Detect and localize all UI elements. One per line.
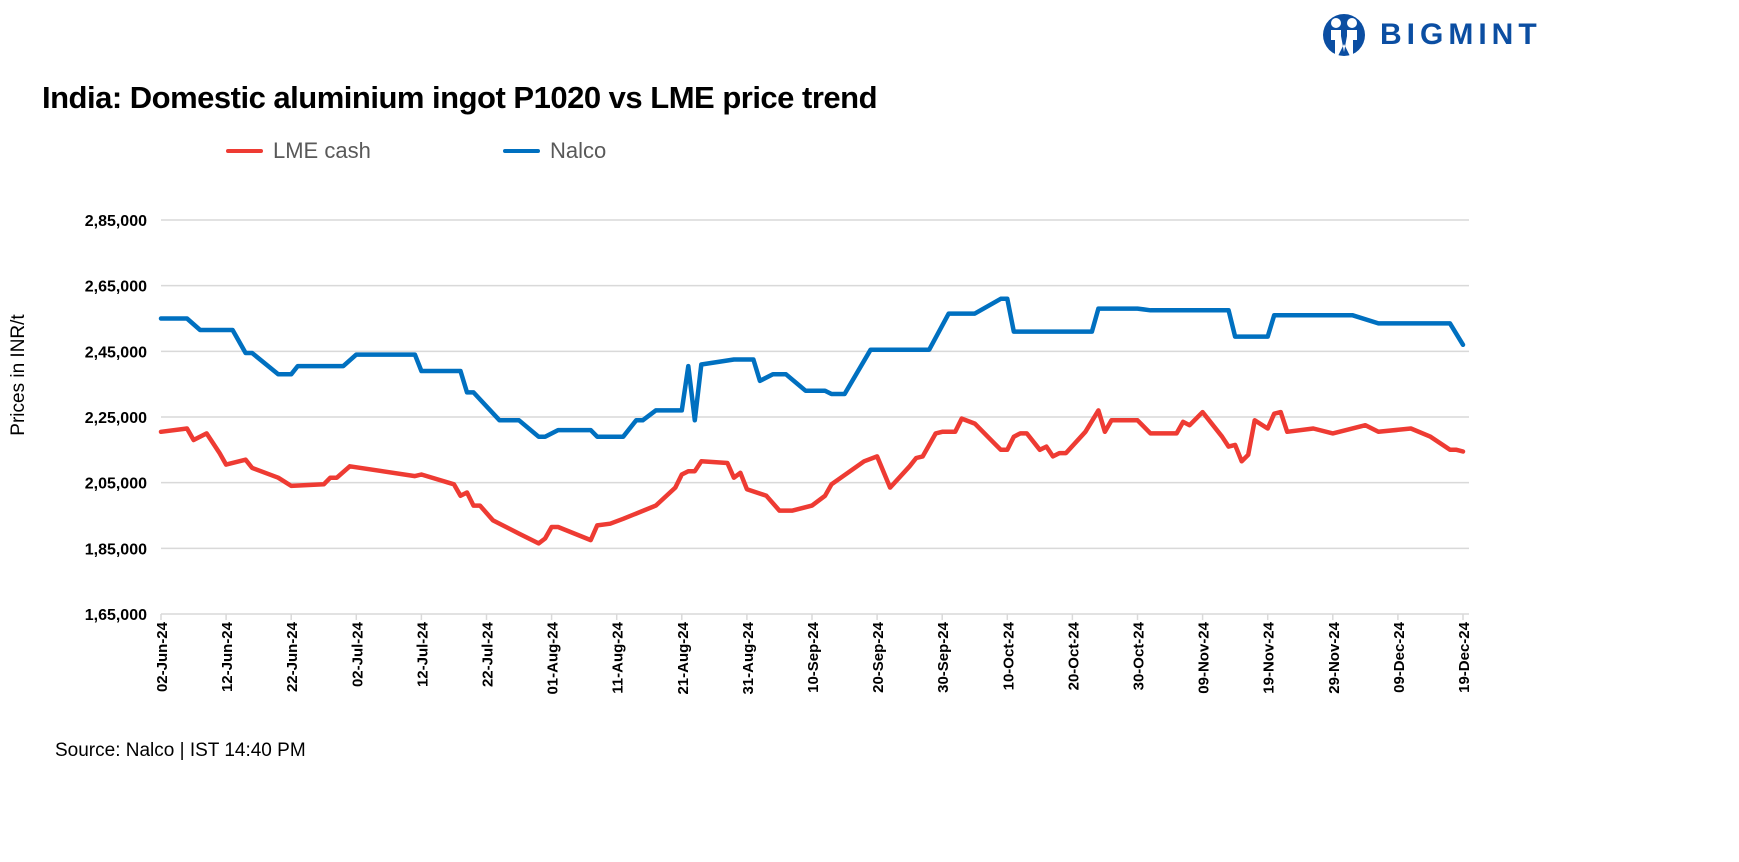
y-tick-label: 2,65,000 bbox=[85, 279, 147, 296]
x-tick-label: 20-Oct-24 bbox=[1065, 621, 1082, 690]
logo-mark-icon bbox=[1323, 14, 1365, 56]
legend-item-lme-cash: LME cash bbox=[226, 138, 371, 164]
bigmint-logo: BIGMINT bbox=[1322, 12, 1542, 58]
x-tick-label: 19-Dec-24 bbox=[1456, 621, 1473, 693]
legend-label: Nalco bbox=[550, 138, 607, 163]
x-tick-label: 31-Aug-24 bbox=[740, 621, 757, 694]
y-tick-label: 2,45,000 bbox=[85, 344, 147, 361]
y-tick-label: 1,65,000 bbox=[85, 607, 147, 624]
x-tick-label: 09-Dec-24 bbox=[1391, 621, 1408, 693]
legend-label: LME cash bbox=[273, 138, 371, 163]
x-tick-label: 12-Jun-24 bbox=[219, 621, 236, 692]
x-tick-label: 30-Sep-24 bbox=[935, 621, 952, 693]
y-tick-label: 2,05,000 bbox=[85, 476, 147, 493]
x-tick-label: 02-Jul-24 bbox=[349, 621, 366, 687]
y-tick-label: 2,25,000 bbox=[85, 410, 147, 427]
x-tick-label: 01-Aug-24 bbox=[545, 621, 562, 694]
x-tick-label: 12-Jul-24 bbox=[414, 621, 431, 687]
y-tick-label: 1,85,000 bbox=[85, 541, 147, 558]
y-axis-title: Prices in INR/t bbox=[8, 314, 29, 436]
legend-swatch-red bbox=[226, 149, 263, 153]
x-tick-label: 22-Jul-24 bbox=[480, 621, 497, 687]
legend-swatch-blue bbox=[503, 149, 540, 153]
series-line-lme-cash bbox=[158, 408, 1466, 546]
y-tick-label: 2,85,000 bbox=[85, 213, 147, 230]
x-tick-label: 02-Jun-24 bbox=[154, 621, 171, 692]
x-tick-label: 19-Nov-24 bbox=[1261, 621, 1278, 693]
x-tick-label: 29-Nov-24 bbox=[1326, 621, 1343, 693]
x-tick-label: 22-Jun-24 bbox=[284, 621, 301, 692]
legend-item-nalco: Nalco bbox=[503, 138, 606, 164]
x-tick-label: 09-Nov-24 bbox=[1196, 621, 1213, 693]
source-note: Source: Nalco | IST 14:40 PM bbox=[55, 740, 306, 761]
x-tick-label: 10-Oct-24 bbox=[1000, 621, 1017, 690]
x-tick-label: 10-Sep-24 bbox=[805, 621, 822, 693]
chart-title: India: Domestic aluminium ingot P1020 vs… bbox=[42, 80, 878, 115]
logo-text: BIGMINT bbox=[1380, 18, 1542, 51]
x-tick-label: 20-Sep-24 bbox=[870, 621, 887, 693]
series-line-nalco bbox=[158, 296, 1466, 439]
x-tick-label: 21-Aug-24 bbox=[675, 621, 692, 694]
x-tick-label: 30-Oct-24 bbox=[1131, 621, 1148, 690]
x-tick-label: 11-Aug-24 bbox=[610, 621, 627, 693]
